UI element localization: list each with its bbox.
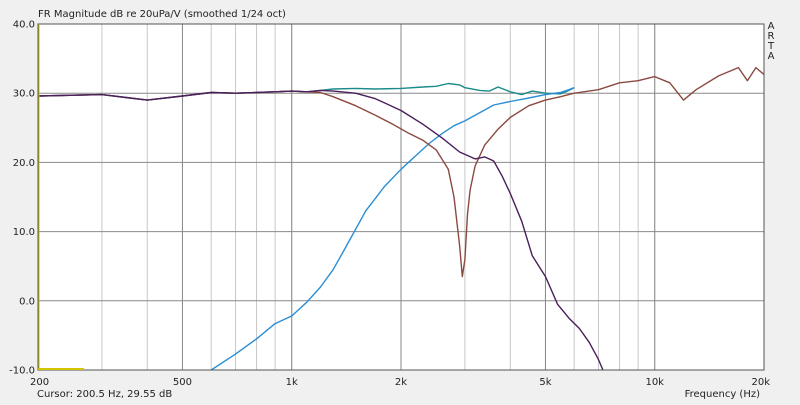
y-tick-label: 20.0	[13, 158, 35, 169]
y-tick-label: 30.0	[13, 89, 35, 100]
x-tick-label: 500	[173, 377, 192, 388]
brand-letter: T	[767, 41, 775, 52]
y-tick-label: 40.0	[13, 20, 35, 31]
x-tick-label: 20k	[751, 377, 770, 388]
arta-logo-text: A R T A	[766, 22, 776, 62]
brand-letter: A	[767, 51, 775, 62]
brand-letter: A	[767, 21, 775, 32]
plot-frame	[37, 23, 765, 371]
x-tick-label: 5k	[539, 377, 551, 388]
x-tick-label: 1k	[286, 377, 298, 388]
y-tick-label: 0.0	[19, 296, 35, 307]
y-tick-label: 10.0	[13, 227, 35, 238]
x-tick-label: 10k	[645, 377, 664, 388]
cursor-readout: Cursor: 200.5 Hz, 29.55 dB	[37, 389, 173, 400]
x-tick-label: 200	[30, 377, 49, 388]
series-line	[210, 87, 575, 371]
grid	[37, 23, 765, 371]
x-axis-label: Frequency (Hz)	[684, 389, 760, 400]
cursor-marker	[38, 24, 84, 370]
series-line	[37, 89, 604, 371]
y-tick-label: -10.0	[9, 366, 35, 377]
chart-title: FR Magnitude dB re 20uPa/V (smoothed 1/2…	[38, 9, 286, 20]
series-group	[37, 66, 765, 371]
brand-letter: R	[767, 31, 775, 42]
x-tick-label: 2k	[395, 377, 407, 388]
